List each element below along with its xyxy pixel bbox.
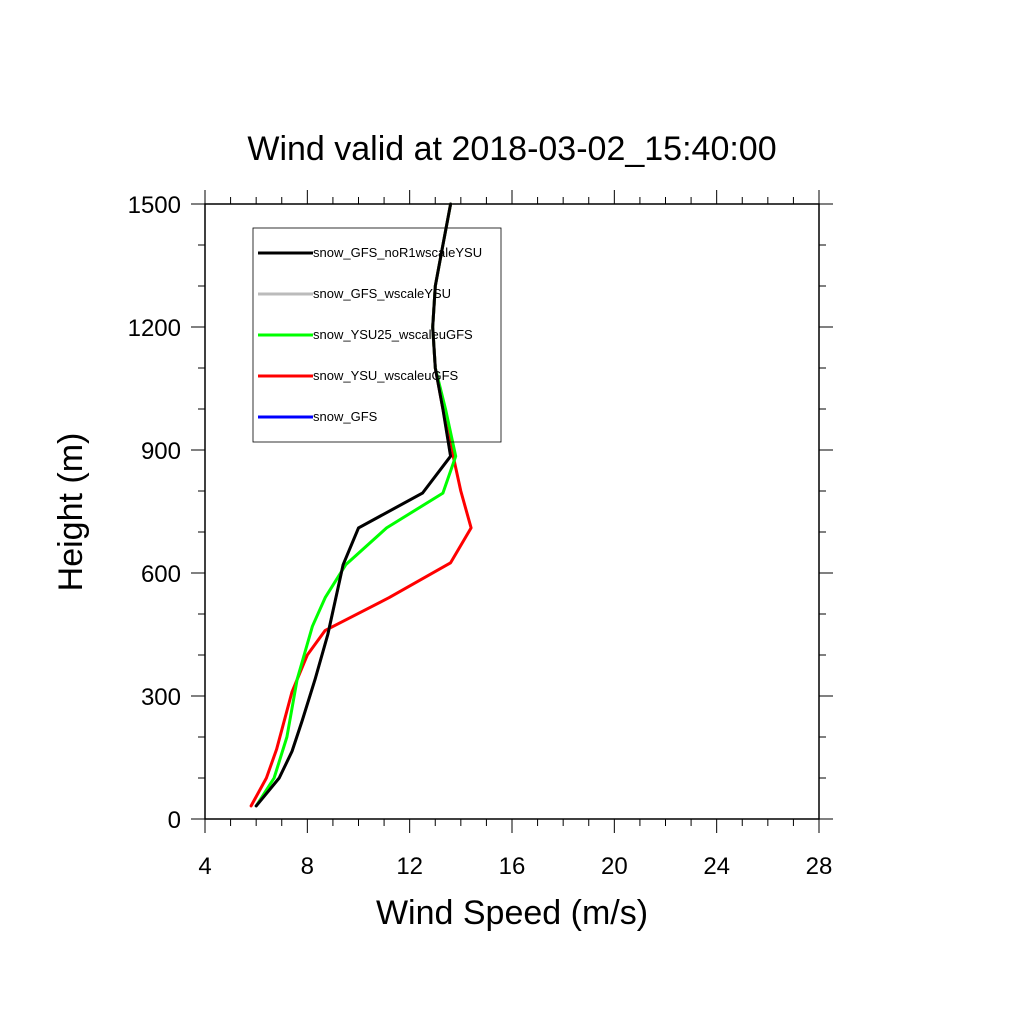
legend-label: snow_YSU25_wscaleuGFS [313, 327, 473, 342]
x-tick-label: 28 [806, 853, 833, 880]
legend-label: snow_YSU_wscaleuGFS [313, 368, 459, 383]
y-axis-label: Height (m) [52, 433, 90, 592]
legend-label: snow_GFS_wscaleYSU [313, 286, 451, 301]
chart-title: Wind valid at 2018-03-02_15:40:00 [247, 130, 776, 168]
series-lines [249, 202, 473, 808]
y-tick-label: 1500 [128, 192, 181, 219]
x-tick-label: 8 [301, 853, 314, 880]
legend-box [252, 227, 502, 443]
legend: snow_GFS_noR1wscaleYSU snow_GFS_wscaleYSU… [252, 227, 502, 443]
x-tick-label: 20 [601, 853, 628, 880]
legend-label: snow_GFS_noR1wscaleYSU [313, 245, 482, 260]
y-tick-label: 900 [141, 438, 181, 465]
y-tick-label: 300 [141, 684, 181, 711]
legend-label: snow_GFS [313, 409, 378, 424]
y-tick-label: 1200 [128, 315, 181, 342]
x-tick-label: 16 [499, 853, 526, 880]
y-tick-label: 600 [141, 561, 181, 588]
x-tick-label: 12 [396, 853, 423, 880]
tick-labels: 4 8 12 16 20 24 28 0 300 600 900 1200 1500 [128, 192, 833, 880]
x-tick-label: 4 [198, 853, 211, 880]
y-tick-label: 0 [168, 807, 181, 834]
series-line [254, 202, 453, 808]
x-tick-label: 24 [703, 853, 730, 880]
axis-ticks [191, 190, 833, 833]
x-axis-label: Wind Speed (m/s) [376, 894, 648, 932]
